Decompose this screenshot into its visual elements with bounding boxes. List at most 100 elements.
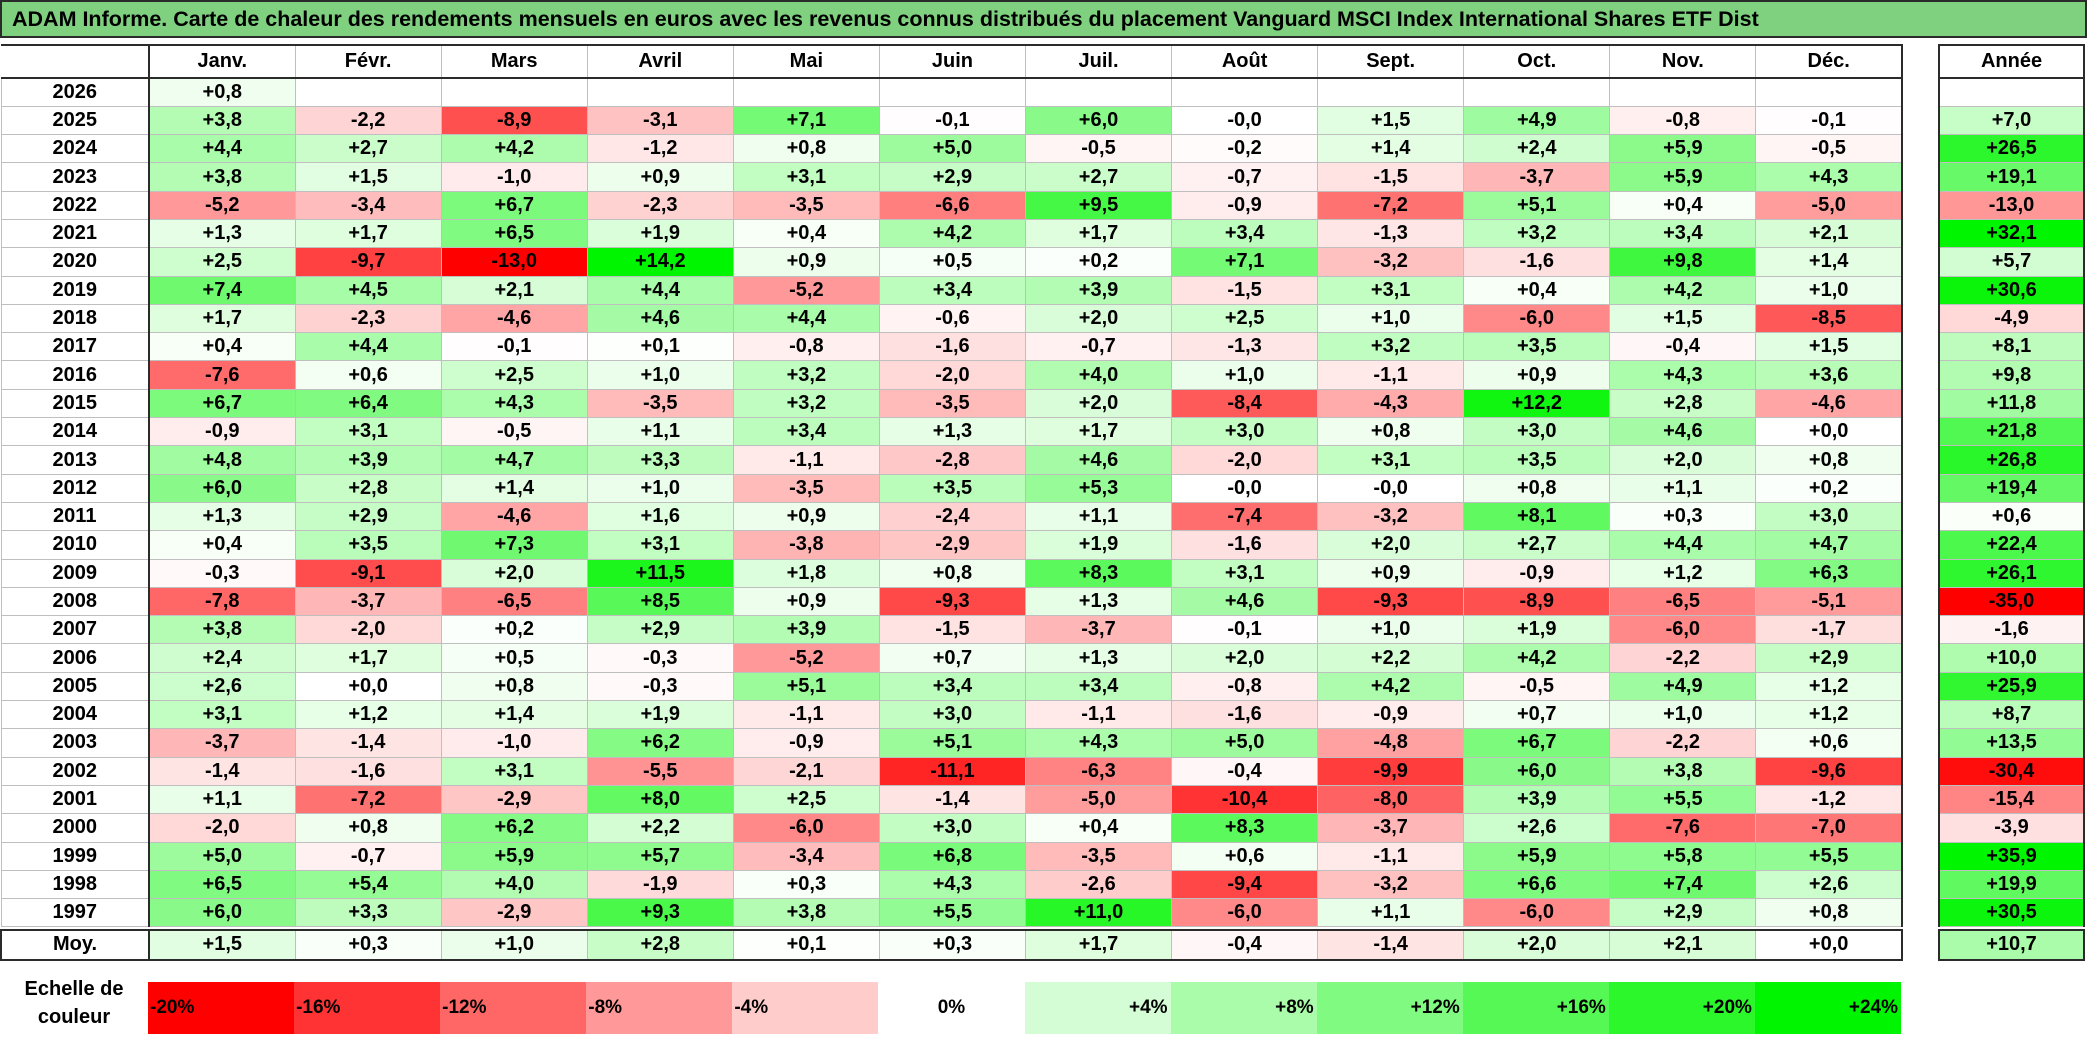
- heatmap-cell: -2,1: [732, 756, 880, 786]
- heatmap-cell: -1,4: [294, 728, 442, 758]
- heatmap-cell: +5,9: [1609, 134, 1757, 164]
- heatmap-cell: -0,9: [147, 417, 296, 447]
- heatmap-cell: +3,3: [294, 898, 442, 928]
- heatmap-cell: +0,8: [440, 671, 588, 702]
- heatmap-cell: -0,7: [294, 841, 442, 871]
- heatmap-cell: +0,4: [1609, 190, 1757, 220]
- heatmap-cell: -0,9: [1463, 558, 1611, 588]
- heatmap-cell: +3,1: [294, 417, 442, 447]
- heatmap-cell: +6,0: [1024, 105, 1173, 136]
- year-label: 2025: [0, 105, 150, 136]
- heatmap-cell: -0,6: [878, 303, 1026, 334]
- heatmap-cell: +4,9: [1463, 105, 1611, 136]
- heatmap-cell: +0,8: [1463, 473, 1611, 503]
- annual-cell: +19,9: [1938, 869, 2085, 900]
- heatmap-cell: +2,1: [1755, 218, 1903, 249]
- heatmap-cell: +0,8: [1755, 445, 1903, 475]
- heatmap-cell: -6,0: [1463, 898, 1611, 928]
- month-header-row: Janv. Févr. Mars Avril Mai Juin Juil. Août Sept.…: [1, 44, 1903, 79]
- heatmap-cell: [732, 77, 880, 107]
- annual-cell: +26,1: [1938, 558, 2085, 588]
- heatmap-cell: -0,3: [586, 643, 734, 673]
- heatmap-cell: -1,1: [1024, 700, 1173, 730]
- annual-cell: +26,5: [1938, 134, 2085, 164]
- heatmap-cell: -2,0: [878, 360, 1026, 390]
- month-header: Mars: [440, 44, 588, 79]
- table-row: +7,0: [1938, 105, 2085, 136]
- heatmap-cell: +6,0: [147, 473, 296, 503]
- heatmap-cell: +3,4: [1024, 671, 1173, 702]
- table-row: +8,1: [1938, 332, 2085, 362]
- heatmap-cell: -1,5: [1317, 162, 1465, 192]
- table-row: 2021 +1,3 +1,7 +6,5 +1,9 +0,4 +4,2 +1,7 +3,4 -1,3…: [0, 218, 1903, 249]
- heatmap-cell: +2,1: [440, 275, 588, 305]
- color-scale-label-line2: couleur: [37, 1006, 111, 1028]
- heatmap-cell: -6,3: [1024, 756, 1173, 786]
- color-scale: Echelle de couleur -20% -16% -12% -8% -4% 0% +…: [0, 975, 2087, 1035]
- heatmap-cell: -3,2: [1317, 869, 1465, 900]
- average-cell: +1,0: [440, 928, 588, 961]
- heatmap-cell: +1,1: [1609, 473, 1757, 503]
- heatmap-cell: -1,9: [586, 869, 734, 900]
- heatmap-cell: [1317, 77, 1465, 107]
- heatmap-cell: +3,3: [586, 445, 734, 475]
- heatmap-cell: -1,5: [878, 615, 1026, 645]
- heatmap-cell: -7,2: [294, 784, 442, 815]
- heatmap-cell: +4,4: [147, 134, 296, 164]
- heatmap-cell: +2,6: [147, 671, 296, 702]
- heatmap-cell: -2,0: [147, 813, 296, 843]
- heatmap-cell: +5,0: [147, 841, 296, 871]
- heatmap-cell: -2,2: [1609, 728, 1757, 758]
- heatmap-cell: +4,2: [878, 218, 1026, 249]
- annual-cell: -13,0: [1938, 190, 2085, 220]
- heatmap-cell: +0,4: [147, 530, 296, 560]
- heatmap-cell: -9,9: [1317, 756, 1465, 786]
- heatmap-cell: +3,1: [586, 530, 734, 560]
- annual-cell: +13,5: [1938, 728, 2085, 758]
- heatmap-cell: +4,6: [1609, 417, 1757, 447]
- year-label: 2016: [0, 360, 150, 390]
- table-row: 2020 +2,5 -9,7 -13,0 +14,2 +0,9 +0,5 +0,2 +7,1 -3…: [0, 247, 1903, 277]
- heatmap-cell: +2,5: [147, 247, 296, 277]
- annual-cell: +19,4: [1938, 473, 2085, 503]
- heatmap-cell: +3,9: [1024, 275, 1173, 305]
- year-label: 2006: [0, 643, 150, 673]
- year-label: 2017: [0, 332, 150, 362]
- heatmap-cell: -0,7: [1024, 332, 1173, 362]
- annual-cell: +8,7: [1938, 700, 2085, 730]
- heatmap-cell: +0,8: [1755, 898, 1903, 928]
- heatmap-cell: +3,8: [147, 105, 296, 136]
- heatmap-cell: -5,0: [1024, 784, 1173, 815]
- year-label: 2013: [0, 445, 150, 475]
- heatmap-cell: +0,4: [147, 332, 296, 362]
- month-header: Sept.: [1317, 44, 1465, 79]
- heatmap-cell: +3,0: [878, 813, 1026, 843]
- heatmap-cell: [1463, 77, 1611, 107]
- heatmap-cell: -0,5: [1755, 134, 1903, 164]
- heatmap-cell: -3,5: [732, 190, 880, 220]
- heatmap-cell: +3,2: [732, 360, 880, 390]
- heatmap-cell: +1,0: [1755, 275, 1903, 305]
- heatmap-cell: +3,5: [294, 530, 442, 560]
- heatmap-cell: +4,2: [1609, 275, 1757, 305]
- heatmap-cell: +2,0: [1024, 303, 1173, 334]
- heatmap-cell: +11,0: [1024, 898, 1173, 928]
- heatmap-cell: -3,7: [294, 586, 442, 617]
- color-scale-step: +12%: [1316, 982, 1463, 1034]
- heatmap-cell: +7,3: [440, 530, 588, 560]
- heatmap-cell: +6,5: [440, 218, 588, 249]
- annual-cell: +8,1: [1938, 332, 2085, 362]
- heatmap-cell: -0,9: [732, 728, 880, 758]
- heatmap-cell: -1,7: [1755, 615, 1903, 645]
- heatmap-cell: +8,5: [586, 586, 734, 617]
- table-row: -35,0: [1938, 586, 2085, 617]
- color-scale-label: Echelle de couleur: [0, 975, 148, 1035]
- table-row: +26,8: [1938, 445, 2085, 475]
- heatmap-cell: [1024, 77, 1173, 107]
- heatmap-cell: [1755, 77, 1903, 107]
- table-row: [1938, 77, 2085, 107]
- heatmap-cell: +1,8: [732, 558, 880, 588]
- heatmap-cell: +0,5: [878, 247, 1026, 277]
- table-row: +32,1: [1938, 218, 2085, 249]
- table-row: 2018 +1,7 -2,3 -4,6 +4,6 +4,4 -0,6 +2,0 +2,5 +1,0…: [0, 303, 1903, 334]
